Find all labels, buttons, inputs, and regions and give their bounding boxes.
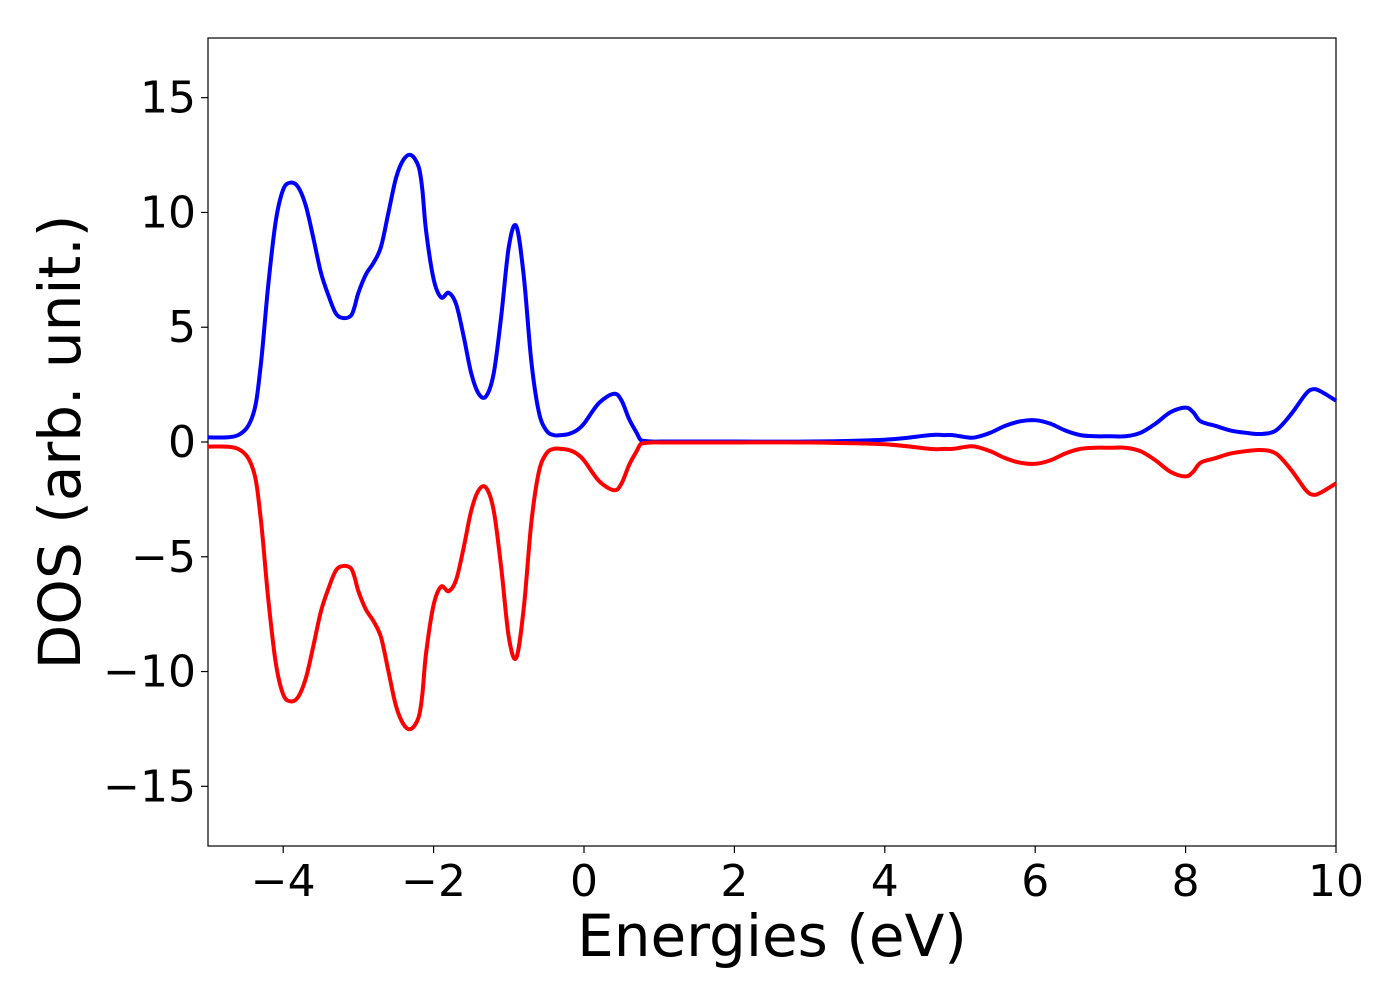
x-tick-label: 10 — [1308, 856, 1364, 907]
y-tick-label: 5 — [168, 302, 196, 353]
y-tick-label: 10 — [140, 187, 196, 238]
x-tick-label: 6 — [1021, 856, 1049, 907]
y-tick-label: −15 — [103, 761, 196, 812]
series-line-1 — [207, 440, 1338, 732]
x-tick-label: 0 — [570, 856, 598, 907]
y-tick-label: 15 — [140, 73, 196, 124]
x-tick-label: −4 — [251, 856, 316, 907]
y-axis-ticks: 15 10 5 0 −5 −10 −15 — [103, 73, 208, 812]
x-axis-ticks: −4 −2 0 2 4 6 8 10 — [251, 846, 1364, 907]
y-tick-label: −10 — [103, 647, 196, 698]
x-tick-label: 2 — [720, 856, 748, 907]
series-line-0 — [207, 152, 1338, 444]
x-axis-label: Energies (eV) — [577, 902, 967, 970]
y-tick-label: −5 — [131, 532, 196, 583]
y-tick-label: 0 — [168, 417, 196, 468]
series-layer — [207, 152, 1338, 732]
x-tick-label: 8 — [1172, 856, 1200, 907]
y-axis-label: DOS (arb. unit.) — [26, 215, 94, 670]
x-tick-label: 4 — [871, 856, 899, 907]
x-tick-label: −2 — [401, 856, 466, 907]
